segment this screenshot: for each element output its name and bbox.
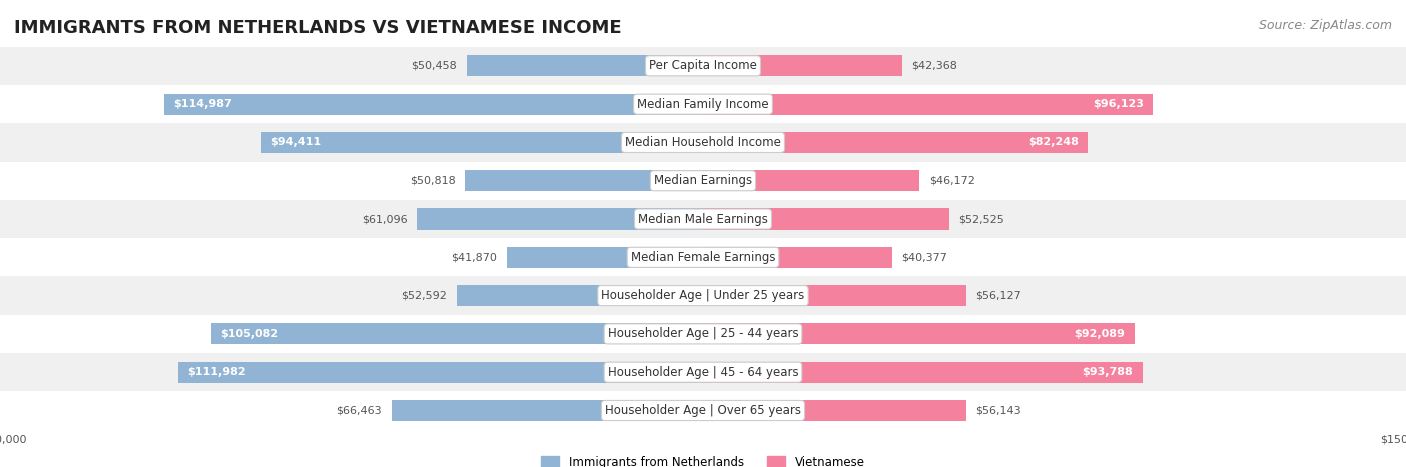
Text: $40,377: $40,377 — [901, 252, 948, 262]
Text: $42,368: $42,368 — [911, 61, 957, 71]
Bar — [0, 276, 1406, 315]
Bar — [703, 208, 949, 230]
Bar — [465, 170, 703, 191]
Bar — [703, 400, 966, 421]
Bar — [703, 93, 1153, 115]
Bar — [703, 132, 1088, 153]
Bar — [703, 170, 920, 191]
Bar — [0, 47, 1406, 85]
Bar — [0, 238, 1406, 276]
Text: $50,458: $50,458 — [412, 61, 457, 71]
Text: Median Male Earnings: Median Male Earnings — [638, 212, 768, 226]
Legend: Immigrants from Netherlands, Vietnamese: Immigrants from Netherlands, Vietnamese — [537, 451, 869, 467]
Text: $41,870: $41,870 — [451, 252, 498, 262]
Bar — [0, 162, 1406, 200]
Text: $94,411: $94,411 — [270, 137, 321, 148]
Text: Householder Age | Under 25 years: Householder Age | Under 25 years — [602, 289, 804, 302]
Text: $52,525: $52,525 — [959, 214, 1004, 224]
Bar — [260, 132, 703, 153]
Text: Median Earnings: Median Earnings — [654, 174, 752, 187]
Text: Householder Age | 25 - 44 years: Householder Age | 25 - 44 years — [607, 327, 799, 340]
Bar — [0, 200, 1406, 238]
Bar — [506, 247, 703, 268]
Text: $93,788: $93,788 — [1083, 367, 1133, 377]
Text: $61,096: $61,096 — [361, 214, 408, 224]
Bar — [179, 361, 703, 383]
Bar — [467, 55, 703, 77]
Text: Per Capita Income: Per Capita Income — [650, 59, 756, 72]
Text: $92,089: $92,089 — [1074, 329, 1125, 339]
Bar — [703, 285, 966, 306]
Text: Householder Age | Over 65 years: Householder Age | Over 65 years — [605, 404, 801, 417]
Text: Median Household Income: Median Household Income — [626, 136, 780, 149]
Bar — [0, 391, 1406, 430]
Bar — [165, 93, 703, 115]
Bar — [0, 123, 1406, 162]
Text: $66,463: $66,463 — [336, 405, 382, 416]
Text: IMMIGRANTS FROM NETHERLANDS VS VIETNAMESE INCOME: IMMIGRANTS FROM NETHERLANDS VS VIETNAMES… — [14, 19, 621, 37]
Text: $96,123: $96,123 — [1094, 99, 1144, 109]
Text: Median Family Income: Median Family Income — [637, 98, 769, 111]
Bar — [211, 323, 703, 345]
Bar — [703, 247, 893, 268]
Text: $82,248: $82,248 — [1028, 137, 1078, 148]
Text: $111,982: $111,982 — [187, 367, 246, 377]
Text: $105,082: $105,082 — [219, 329, 278, 339]
Text: Source: ZipAtlas.com: Source: ZipAtlas.com — [1258, 19, 1392, 32]
Bar — [391, 400, 703, 421]
Bar — [0, 353, 1406, 391]
Bar — [703, 323, 1135, 345]
Bar — [703, 55, 901, 77]
Text: $114,987: $114,987 — [173, 99, 232, 109]
Bar — [0, 85, 1406, 123]
Text: $56,143: $56,143 — [976, 405, 1021, 416]
Bar — [457, 285, 703, 306]
Text: $52,592: $52,592 — [401, 290, 447, 301]
Text: Householder Age | 45 - 64 years: Householder Age | 45 - 64 years — [607, 366, 799, 379]
Bar — [703, 361, 1143, 383]
Bar — [416, 208, 703, 230]
Text: $46,172: $46,172 — [929, 176, 974, 186]
Bar — [0, 315, 1406, 353]
Text: $56,127: $56,127 — [976, 290, 1021, 301]
Text: Median Female Earnings: Median Female Earnings — [631, 251, 775, 264]
Text: $50,818: $50,818 — [409, 176, 456, 186]
